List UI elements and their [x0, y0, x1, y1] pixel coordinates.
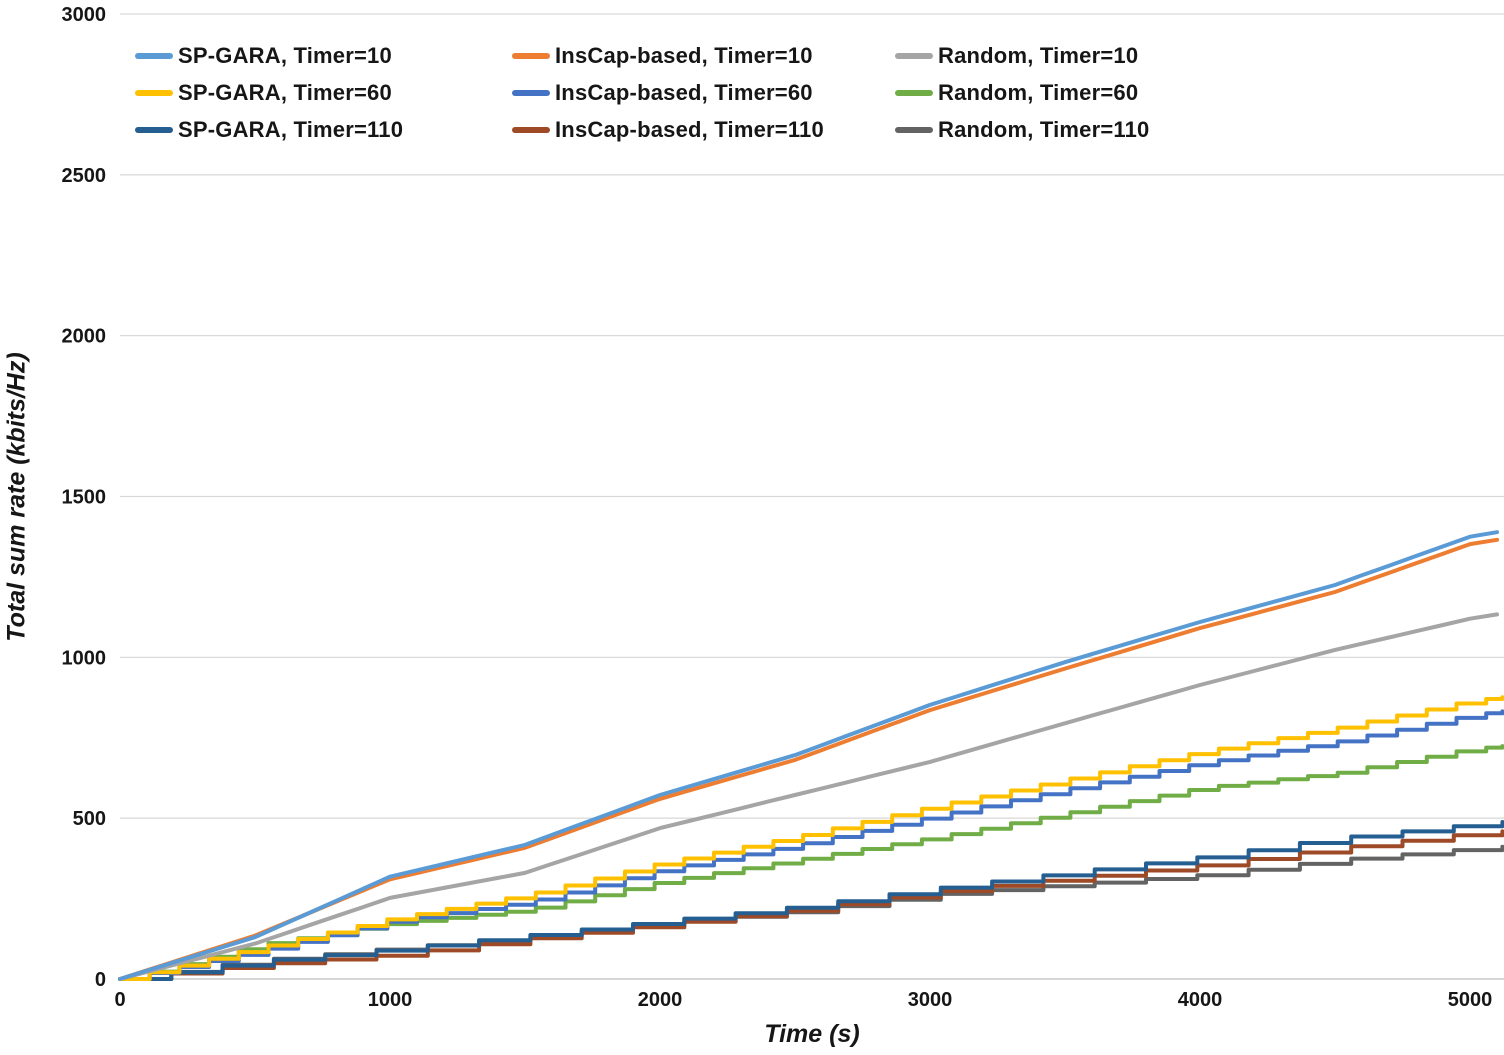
- legend-swatch-icon: [135, 127, 173, 133]
- legend-swatch-icon: [512, 90, 550, 96]
- legend-item-sp-gara-timer-110: SP-GARA, Timer=110: [135, 117, 512, 142]
- y-axis-title: Total sum rate (kbits/Hz): [2, 352, 31, 642]
- legend-label: SP-GARA, Timer=10: [178, 43, 392, 68]
- legend-label: Random, Timer=10: [938, 43, 1139, 68]
- legend-item-random-timer-60: Random, Timer=60: [895, 80, 1149, 105]
- series-line-inscap-based-timer-110: [118, 829, 1504, 981]
- legend-swatch-icon: [895, 53, 933, 59]
- legend-item-inscap-based-timer-110: InsCap-based, Timer=110: [512, 117, 895, 142]
- y-tick-labels: 0 500 1000 1500 2000 2500 3000: [62, 4, 107, 991]
- y-tick-label-1000: 1000: [62, 647, 107, 669]
- legend-swatch-icon: [512, 127, 550, 133]
- series-line-sp-gara-timer-110: [118, 820, 1504, 981]
- y-tick-label-2000: 2000: [62, 326, 107, 348]
- legend-label: InsCap-based, Timer=10: [555, 43, 813, 68]
- x-tick-label-3000: 3000: [908, 989, 953, 1011]
- x-tick-label-1000: 1000: [368, 989, 413, 1011]
- legend-item-sp-gara-timer-10: SP-GARA, Timer=10: [135, 43, 512, 68]
- legend-item-random-timer-110: Random, Timer=110: [895, 117, 1150, 142]
- legend-swatch-icon: [512, 53, 550, 59]
- x-tick-label-0: 0: [114, 989, 125, 1011]
- y-tick-label-1500: 1500: [62, 487, 107, 509]
- legend-item-inscap-based-timer-60: InsCap-based, Timer=60: [512, 80, 895, 105]
- legend-label: SP-GARA, Timer=110: [178, 117, 404, 142]
- legend-item-inscap-based-timer-10: InsCap-based, Timer=10: [512, 43, 895, 68]
- legend-label: SP-GARA, Timer=60: [178, 80, 392, 105]
- x-tick-labels: 0 1000 2000 3000 4000 5000: [114, 989, 1492, 1011]
- x-tick-label-5000: 5000: [1448, 989, 1493, 1011]
- legend-swatch-icon: [895, 127, 933, 133]
- legend-swatch-icon: [135, 53, 173, 59]
- series-group: [118, 530, 1504, 981]
- legend-item-sp-gara-timer-60: SP-GARA, Timer=60: [135, 80, 512, 105]
- legend-label: InsCap-based, Timer=110: [555, 117, 824, 142]
- legend-label: Random, Timer=60: [938, 80, 1139, 105]
- series-line-sp-gara-timer-60: [118, 695, 1504, 981]
- series-line-random-timer-60: [118, 744, 1504, 981]
- series-line-random-timer-10: [118, 612, 1499, 981]
- legend-label: Random, Timer=110: [938, 117, 1150, 142]
- gridlines-group: [120, 13, 1504, 980]
- x-tick-label-4000: 4000: [1178, 989, 1223, 1011]
- y-tick-label-500: 500: [73, 808, 106, 830]
- y-tick-label-3000: 3000: [62, 4, 107, 26]
- legend-label: InsCap-based, Timer=60: [555, 80, 813, 105]
- y-tick-label-2500: 2500: [62, 165, 107, 187]
- legend-item-random-timer-10: Random, Timer=10: [895, 43, 1149, 68]
- x-tick-label-2000: 2000: [638, 989, 683, 1011]
- legend-swatch-icon: [135, 90, 173, 96]
- y-tick-label-0: 0: [95, 969, 106, 991]
- series-line-sp-gara-timer-10: [118, 530, 1499, 981]
- chart-legend: SP-GARA, Timer=10 InsCap-based, Timer=10 R…: [135, 43, 1150, 142]
- legend-swatch-icon: [895, 90, 933, 96]
- x-axis-title: Time (s): [764, 1020, 860, 1048]
